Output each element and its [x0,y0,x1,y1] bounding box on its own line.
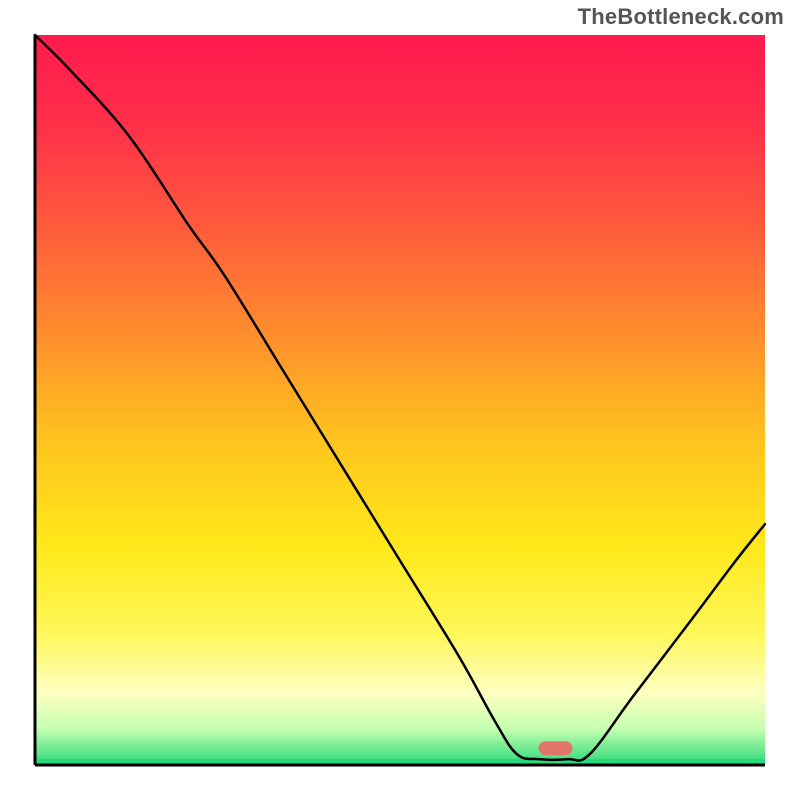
bottleneck-marker [538,741,572,755]
chart-background [35,35,765,765]
bottleneck-chart [0,0,800,800]
